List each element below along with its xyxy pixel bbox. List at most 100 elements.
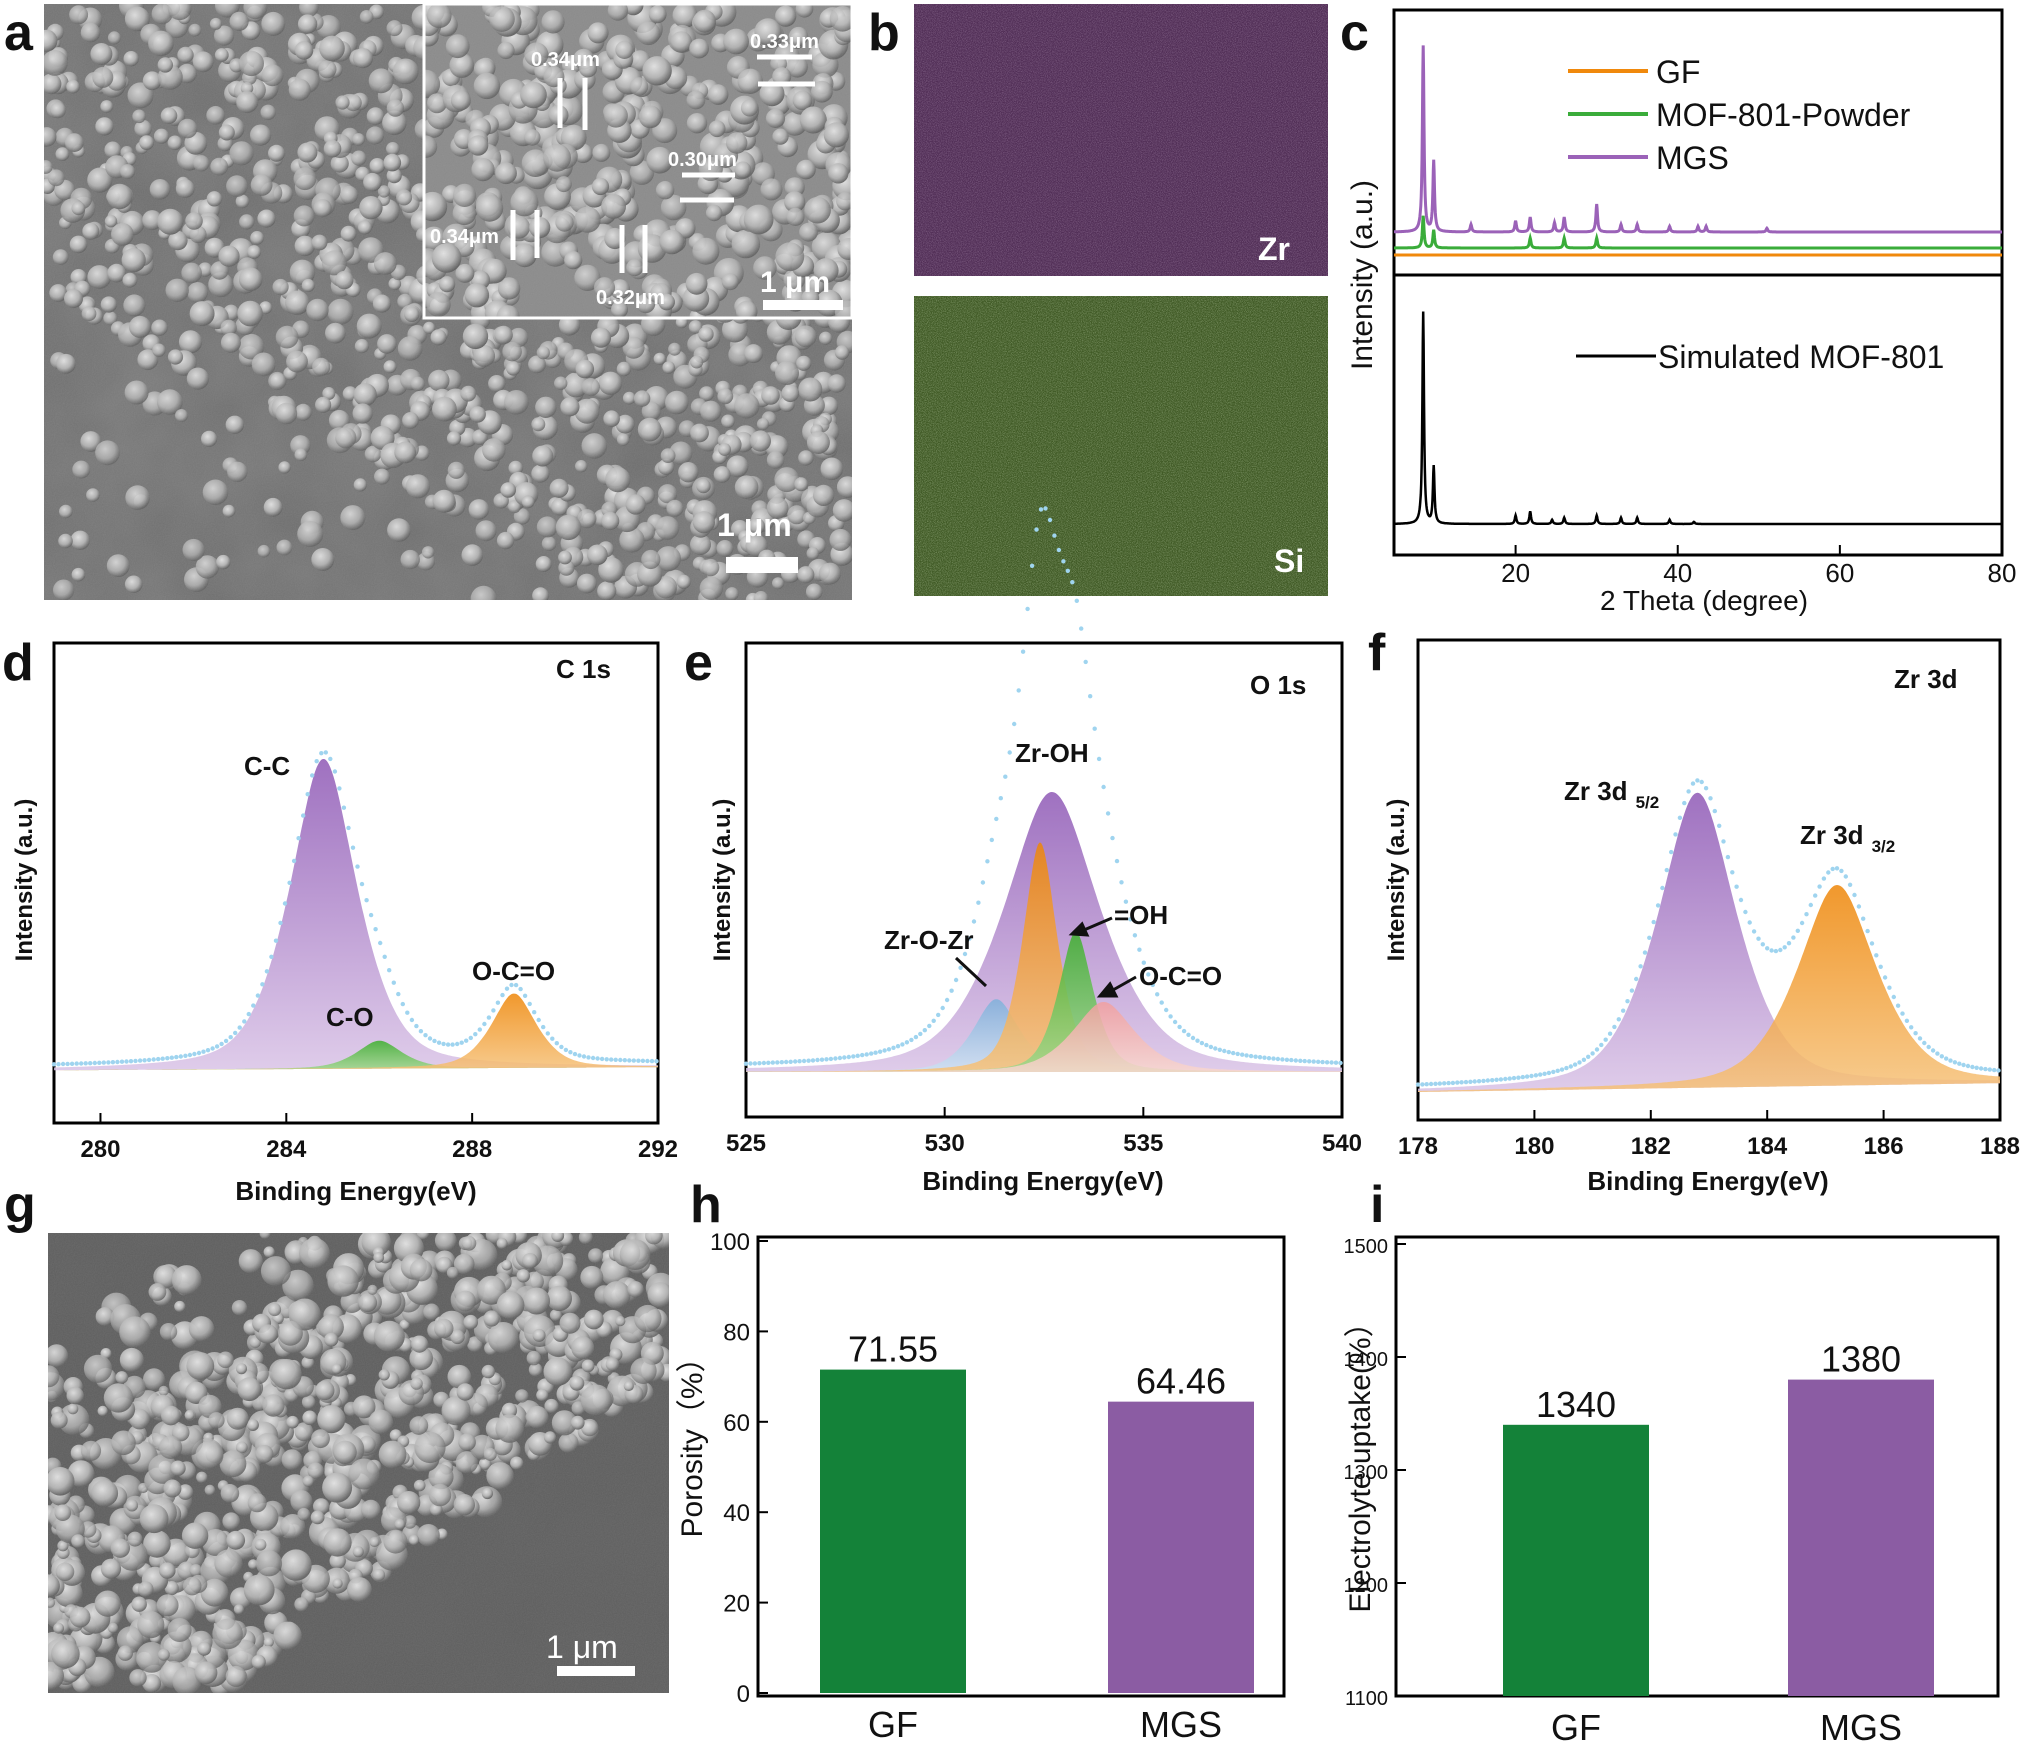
- panel-label-a: a: [4, 4, 34, 62]
- xps-x-tick-label: 540: [1322, 1130, 1362, 1157]
- uptake-frame: [1394, 1235, 2000, 1698]
- peak-occ: [54, 993, 658, 1071]
- fit-point: [1141, 960, 1147, 965]
- fit-point: [1996, 1068, 2001, 1073]
- bar-gf: [820, 1369, 966, 1693]
- fit-point: [1074, 598, 1080, 603]
- fit-point: [1231, 1050, 1236, 1056]
- fit-point: [842, 1055, 847, 1060]
- fit-point: [214, 1044, 220, 1049]
- fit-point: [441, 1041, 446, 1047]
- fit-point: [491, 1008, 496, 1013]
- fit-point: [124, 1059, 129, 1064]
- fit-point: [1222, 1048, 1227, 1054]
- fit-point: [793, 1059, 798, 1064]
- fit-point: [877, 1049, 883, 1054]
- fit-point: [1791, 935, 1796, 940]
- fit-point: [873, 1050, 878, 1055]
- measure-label-1: 0.34μm: [531, 49, 600, 71]
- fit-point: [1878, 964, 1883, 969]
- fit-point: [1307, 1059, 1312, 1064]
- y-tick-label: 1200: [1344, 1575, 1389, 1597]
- fit-point: [654, 1059, 659, 1064]
- fit-point: [1677, 815, 1683, 820]
- fit-point: [1164, 1007, 1169, 1013]
- fit-point: [797, 1059, 802, 1064]
- fit-point: [1047, 517, 1053, 523]
- fit-point: [554, 1041, 559, 1046]
- peak-label-occ: O-C=O: [472, 956, 555, 986]
- fit-point: [223, 1038, 229, 1044]
- fit-point: [391, 980, 396, 985]
- xps-x-tick-label: 284: [266, 1136, 307, 1163]
- fit-point: [1266, 1056, 1272, 1061]
- fit-point: [237, 1025, 242, 1030]
- fit-point: [1020, 649, 1026, 654]
- fit-point: [1204, 1042, 1209, 1048]
- peak-label-co: C-O: [326, 1002, 374, 1032]
- fit-point: [1690, 781, 1696, 786]
- fit-point: [559, 1044, 564, 1050]
- fit-point: [1248, 1053, 1254, 1059]
- fit-point: [1446, 1080, 1451, 1086]
- fit-point: [1874, 953, 1879, 958]
- fit-point: [1132, 933, 1138, 938]
- fit-point: [1324, 1060, 1330, 1065]
- fit-point: [595, 1056, 600, 1061]
- fit-point: [1773, 948, 1779, 954]
- porosity-y-label: Porosity（%）: [676, 1342, 709, 1537]
- fit-point: [251, 1003, 256, 1008]
- fit-point: [196, 1050, 202, 1056]
- scale-bar-a: [726, 557, 798, 573]
- fit-point: [1420, 1082, 1425, 1087]
- fit-point: [359, 881, 365, 887]
- fit-point: [1459, 1080, 1464, 1085]
- fit-point: [1503, 1076, 1508, 1082]
- panel-label-b: b: [868, 4, 900, 62]
- fit-point: [631, 1058, 636, 1063]
- fit-point: [1172, 1019, 1178, 1025]
- fit-point: [337, 786, 342, 791]
- fit-point: [1555, 1068, 1560, 1074]
- fit-point: [967, 936, 972, 941]
- peak-label-zr52-sub: 5/2: [1636, 793, 1660, 812]
- fit-point: [1581, 1057, 1587, 1063]
- fit-point: [766, 1060, 771, 1066]
- fit-point: [278, 920, 283, 926]
- fit-point: [1869, 941, 1875, 946]
- xps-x-tick-label: 178: [1398, 1133, 1438, 1160]
- panel-label-d: d: [2, 634, 34, 692]
- fit-point: [958, 965, 963, 970]
- bar-mgs: [1108, 1401, 1254, 1693]
- fit-point: [1213, 1046, 1218, 1051]
- fit-point: [1494, 1077, 1499, 1083]
- fit-point: [1909, 1025, 1914, 1030]
- fit-point: [1320, 1059, 1325, 1065]
- fit-point: [1695, 778, 1700, 783]
- fit-point: [1922, 1040, 1927, 1046]
- fit-point: [590, 1055, 596, 1061]
- fit-point: [405, 1010, 410, 1015]
- fit-point: [387, 968, 392, 973]
- fit-point: [1199, 1040, 1205, 1046]
- fit-point: [1669, 849, 1674, 855]
- fit-point: [622, 1058, 627, 1063]
- fit-point: [323, 750, 328, 755]
- fit-point: [1992, 1067, 1997, 1073]
- xps-o-frame: [744, 641, 1344, 1119]
- peak-label-zr52-main: Zr 3d: [1564, 776, 1628, 806]
- xrd-x-tick-label: 60: [1825, 558, 1854, 588]
- fit-point: [1712, 808, 1718, 814]
- fit-point: [1572, 1062, 1578, 1067]
- fit-point: [1114, 858, 1120, 864]
- fit-point: [205, 1048, 211, 1053]
- fit-point: [1594, 1047, 1600, 1052]
- fit-point: [1564, 1065, 1569, 1071]
- fit-point: [1128, 917, 1133, 922]
- fit-point: [1490, 1078, 1495, 1083]
- fit-point: [1542, 1071, 1547, 1077]
- fit-point: [1957, 1061, 1962, 1066]
- fit-point: [1778, 947, 1783, 953]
- xps-x-tick-label: 182: [1631, 1133, 1671, 1160]
- fit-point: [1621, 1008, 1626, 1013]
